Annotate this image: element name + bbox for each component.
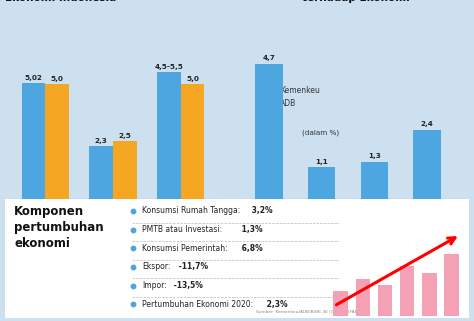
Bar <box>308 167 336 199</box>
Text: 5,02: 5,02 <box>25 75 43 81</box>
Text: Konsumsi Pemerintah:: Konsumsi Pemerintah: <box>142 244 228 253</box>
Text: 3,2%: 3,2% <box>249 206 273 215</box>
Text: (dalam %): (dalam %) <box>301 129 339 136</box>
Bar <box>157 72 181 199</box>
Bar <box>255 64 283 199</box>
Text: 2,5: 2,5 <box>118 133 131 139</box>
Legend: Kemenkeu, ADB: Kemenkeu, ADB <box>263 83 323 111</box>
Text: TW 4: TW 4 <box>417 205 438 214</box>
Text: 1,1: 1,1 <box>315 159 328 165</box>
Text: TW 1: TW 1 <box>258 205 280 214</box>
Text: Ekspor:: Ekspor: <box>142 262 170 271</box>
Bar <box>444 254 459 316</box>
Text: Komponen
pertumbuhan
ekonomi: Komponen pertumbuhan ekonomi <box>14 205 104 250</box>
Bar <box>333 291 348 316</box>
Text: 1,3: 1,3 <box>368 153 381 159</box>
Text: 6,8%: 6,8% <box>239 244 263 253</box>
Text: -11,7%: -11,7% <box>176 262 208 271</box>
Bar <box>356 279 370 316</box>
Bar <box>89 146 113 199</box>
Text: PMTB atau Investasi:: PMTB atau Investasi: <box>142 225 222 234</box>
Bar <box>361 162 388 199</box>
Bar <box>22 83 46 199</box>
Bar <box>113 142 137 199</box>
Text: 4,7: 4,7 <box>263 55 275 61</box>
Text: 2,3: 2,3 <box>95 138 108 144</box>
Text: 2,3%: 2,3% <box>264 299 287 308</box>
Bar <box>378 285 392 316</box>
Text: Proyeksi Pertumbuhan
Ekonomi Indonesia: Proyeksi Pertumbuhan Ekonomi Indonesia <box>5 0 139 3</box>
Text: Rincian Prediksi  BI
terhadap Ekonomi: Rincian Prediksi BI terhadap Ekonomi <box>299 0 413 3</box>
Text: Sumber: Kemenkeu/ADB/BI/BI, BI (Grafik: SFAP): Sumber: Kemenkeu/ADB/BI/BI, BI (Grafik: … <box>255 310 358 314</box>
Text: TW 3: TW 3 <box>364 205 385 214</box>
Bar <box>400 266 414 316</box>
Text: 2020: 2020 <box>102 208 123 217</box>
Text: Konsumsi Rumah Tangga:: Konsumsi Rumah Tangga: <box>142 206 240 215</box>
Text: 4,5-5,5: 4,5-5,5 <box>155 64 183 70</box>
Text: 2019: 2019 <box>35 208 56 217</box>
Text: 2021: 2021 <box>170 208 191 217</box>
Text: 5,0: 5,0 <box>186 75 199 82</box>
Text: -13,5%: -13,5% <box>171 281 203 290</box>
Text: Impor:: Impor: <box>142 281 166 290</box>
Bar <box>422 273 437 316</box>
Text: TW 2: TW 2 <box>311 205 332 214</box>
Bar <box>413 130 441 199</box>
Text: 2,4: 2,4 <box>421 121 434 127</box>
Text: 5,0: 5,0 <box>51 75 64 82</box>
Bar <box>181 84 204 199</box>
Text: 1,3%: 1,3% <box>239 225 263 234</box>
Bar <box>46 84 69 199</box>
Text: Pertumbuhan Ekonomi 2020:: Pertumbuhan Ekonomi 2020: <box>142 299 253 308</box>
